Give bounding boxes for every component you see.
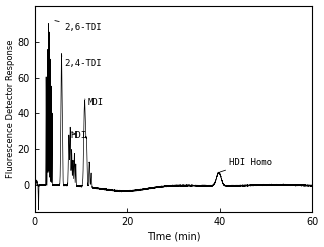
Y-axis label: Fluorescence Detector Response: Fluorescence Detector Response <box>6 40 15 178</box>
Text: HDI Homo: HDI Homo <box>220 158 272 172</box>
Text: 2,4-TDI: 2,4-TDI <box>62 56 102 68</box>
Text: 2,6-TDI: 2,6-TDI <box>55 21 102 32</box>
Text: HDI: HDI <box>71 131 87 140</box>
X-axis label: TIme (min): TIme (min) <box>147 231 200 242</box>
Text: MDI: MDI <box>85 98 104 107</box>
